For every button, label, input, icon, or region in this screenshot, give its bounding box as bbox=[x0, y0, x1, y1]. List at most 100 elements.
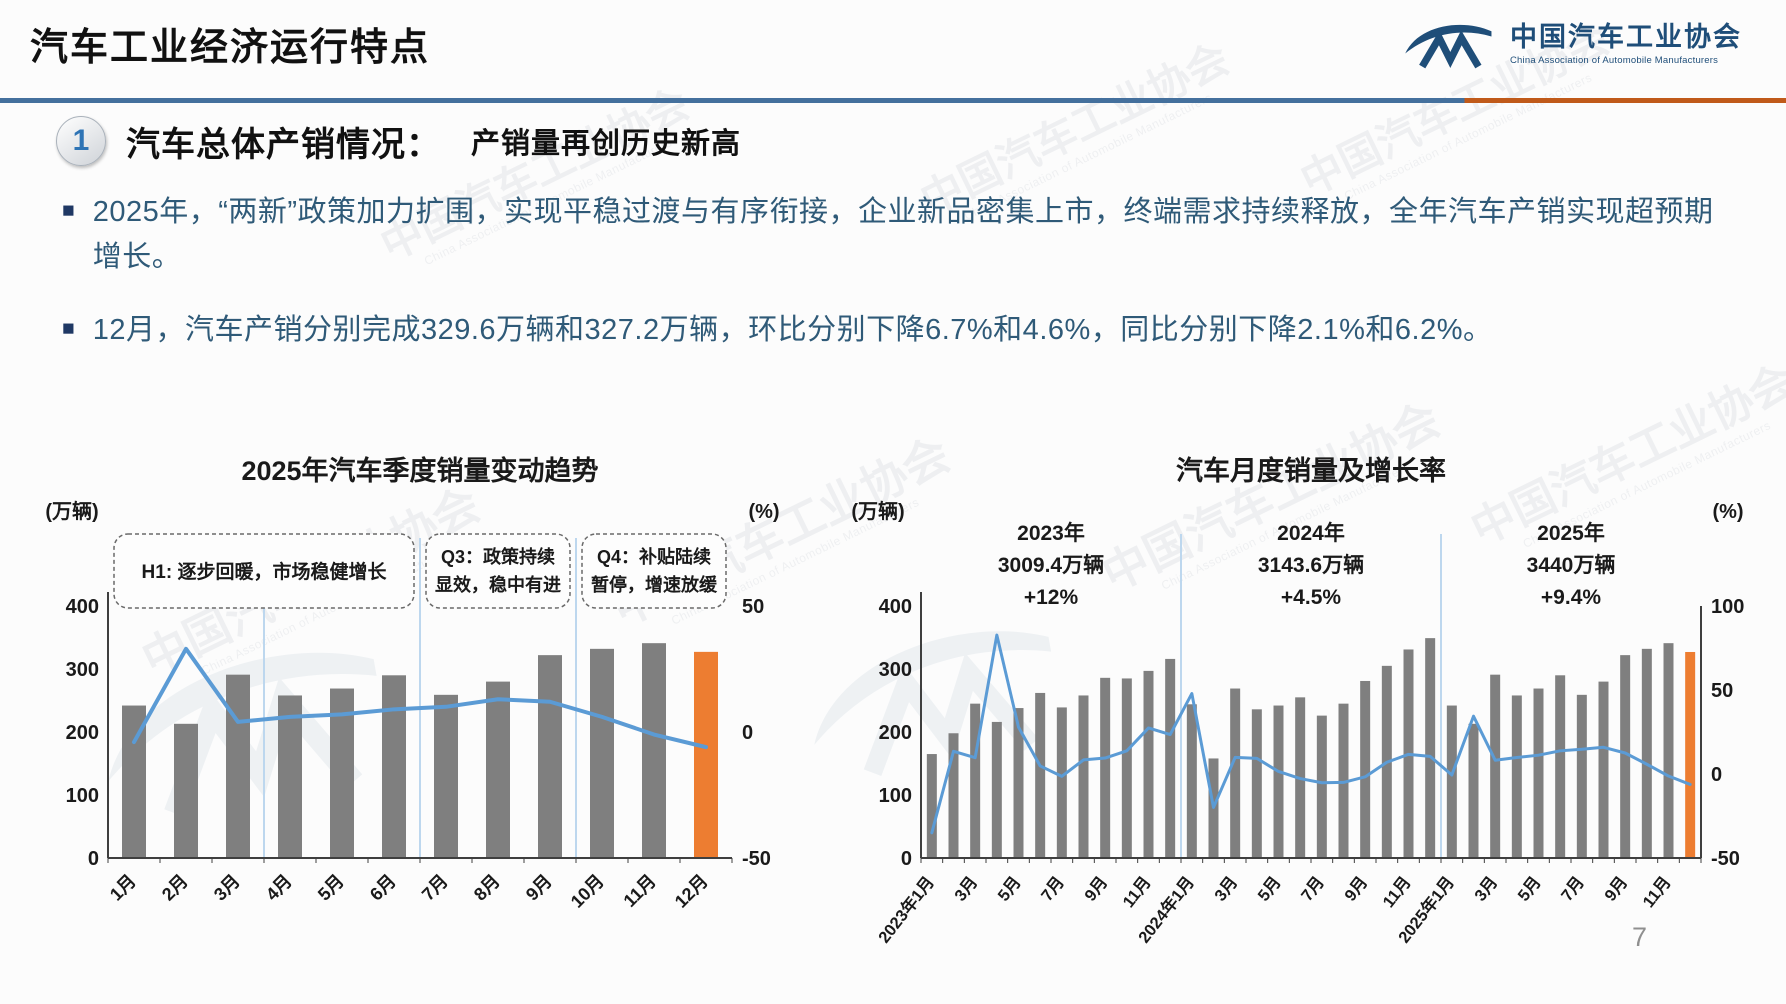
bars bbox=[122, 643, 718, 858]
svg-text:暂停，增速放缓: 暂停，增速放缓 bbox=[591, 574, 718, 595]
bar bbox=[1663, 643, 1674, 858]
x-axis-label: 7月 bbox=[1557, 873, 1588, 905]
x-axis-label: 11月 bbox=[1119, 873, 1155, 911]
bar bbox=[1511, 695, 1522, 858]
bar bbox=[1360, 680, 1371, 858]
chart-title: 2025年汽车季度销量变动趋势 bbox=[241, 455, 598, 486]
bar bbox=[1013, 708, 1024, 858]
svg-text:3143.6万辆: 3143.6万辆 bbox=[1258, 553, 1364, 577]
bar bbox=[1186, 704, 1197, 858]
page-title: 汽车工业经济运行特点 bbox=[30, 27, 431, 69]
svg-text:3009.4万辆: 3009.4万辆 bbox=[998, 553, 1104, 577]
x-axis-label: 7月 bbox=[1297, 873, 1328, 905]
bar bbox=[278, 695, 302, 858]
bar bbox=[1468, 723, 1479, 858]
svg-text:2023年: 2023年 bbox=[1017, 521, 1085, 545]
y-left-tick: 100 bbox=[66, 785, 99, 807]
chart-title: 汽车月度销量及增长率 bbox=[1176, 455, 1446, 486]
bar bbox=[1490, 674, 1501, 858]
bar bbox=[382, 675, 406, 858]
annotation-box bbox=[113, 533, 415, 609]
svg-text:+12%: +12% bbox=[1024, 586, 1079, 609]
y-left-tick: 100 bbox=[879, 785, 912, 807]
logo-name-cn: 中国汽车工业协会 bbox=[1510, 22, 1742, 53]
svg-text:+4.5%: +4.5% bbox=[1281, 586, 1341, 609]
caam-logo-icon bbox=[1405, 24, 1492, 69]
bar bbox=[1533, 688, 1544, 858]
bar bbox=[1251, 709, 1262, 858]
growth-rate-line bbox=[132, 646, 708, 750]
x-axis-label: 9月 bbox=[1341, 873, 1372, 905]
x-axis-label: 11月 bbox=[1639, 873, 1675, 911]
bar bbox=[1035, 692, 1046, 858]
y-left-tick: 0 bbox=[901, 848, 912, 870]
square-bullet-icon: ■ bbox=[62, 316, 75, 340]
page-number: 7 bbox=[1632, 922, 1648, 952]
y-left-tick: 400 bbox=[66, 596, 99, 618]
bar bbox=[970, 703, 981, 858]
bar bbox=[1425, 638, 1436, 858]
bar bbox=[1316, 715, 1327, 858]
x-axis-label: 12月 bbox=[671, 871, 712, 912]
x-axis-label: 2月 bbox=[158, 871, 192, 905]
period-separators bbox=[1180, 534, 1442, 858]
bar bbox=[1598, 681, 1609, 858]
bar bbox=[991, 721, 1002, 858]
bar bbox=[1165, 658, 1176, 858]
x-axis-label: 5月 bbox=[1514, 873, 1545, 905]
x-axis-label: 5月 bbox=[994, 873, 1025, 905]
svg-text:Q3：政策持续: Q3：政策持续 bbox=[441, 546, 555, 567]
section-subtitle: 产销量再创历史新高 bbox=[471, 128, 742, 160]
x-axis-label: 4月 bbox=[262, 871, 296, 905]
x-axis-label: 3月 bbox=[210, 871, 244, 905]
bar bbox=[1230, 688, 1241, 858]
x-axis-label: 7月 bbox=[1037, 873, 1068, 905]
svg-text:3440万辆: 3440万辆 bbox=[1527, 553, 1616, 577]
x-axis-label: 9月 bbox=[522, 871, 556, 905]
annotations: 2023年 3009.4万辆 +12% 2024年 3143.6万辆 +4.5% 2025年… bbox=[998, 521, 1615, 609]
y-right-tick: 50 bbox=[1711, 680, 1733, 702]
bar bbox=[948, 733, 959, 858]
x-axis-label: 11月 bbox=[1379, 873, 1415, 911]
header-divider bbox=[0, 98, 1786, 103]
y-left-unit: (万辆) bbox=[851, 499, 904, 523]
x-axis-label: 3月 bbox=[1471, 873, 1502, 905]
y-left-tick: 200 bbox=[879, 722, 912, 744]
y-right-tick: 50 bbox=[742, 596, 764, 618]
y-right-unit: (%) bbox=[1712, 501, 1743, 523]
svg-text:显效，稳中有进: 显效，稳中有进 bbox=[435, 574, 561, 595]
x-axis-label: 3月 bbox=[1211, 873, 1242, 905]
section-number-badge: 1 bbox=[56, 116, 106, 166]
y-right-tick: 100 bbox=[1711, 596, 1744, 618]
bar bbox=[434, 694, 458, 858]
svg-text:2025年: 2025年 bbox=[1537, 521, 1605, 545]
y-right-unit: (%) bbox=[748, 501, 779, 523]
x-axis-label: 11月 bbox=[620, 871, 660, 911]
caam-logo: 中国汽车工业协会 China Association of Automobile… bbox=[1400, 16, 1742, 74]
svg-text:+9.4%: +9.4% bbox=[1541, 586, 1601, 609]
section-heading: 1 汽车总体产销情况： 产销量再创历史新高 bbox=[56, 116, 741, 166]
bar bbox=[1100, 677, 1111, 858]
x-axis-label: 10月 bbox=[567, 871, 608, 912]
bar bbox=[1641, 648, 1652, 858]
bar bbox=[226, 674, 250, 858]
annotation-box bbox=[581, 533, 727, 609]
y-right-tick: -50 bbox=[1711, 848, 1740, 870]
bar bbox=[1555, 675, 1566, 858]
svg-text:2024年: 2024年 bbox=[1277, 521, 1345, 545]
axes bbox=[107, 592, 733, 863]
bar bbox=[1338, 703, 1349, 858]
bar bbox=[1056, 707, 1067, 858]
y-right-tick: 0 bbox=[1711, 764, 1722, 786]
y-left-tick: 200 bbox=[66, 722, 99, 744]
bar bbox=[174, 723, 198, 858]
y-left-tick: 400 bbox=[879, 596, 912, 618]
bar bbox=[1121, 678, 1132, 858]
svg-text:Q4：补贴陆续: Q4：补贴陆续 bbox=[597, 546, 711, 567]
x-axis-label: 7月 bbox=[418, 871, 452, 905]
y-right-tick: 0 bbox=[742, 722, 753, 744]
list-item: ■ 12月，汽车产销分别完成329.6万辆和327.2万辆，环比分别下降6.7%… bbox=[62, 308, 1722, 353]
